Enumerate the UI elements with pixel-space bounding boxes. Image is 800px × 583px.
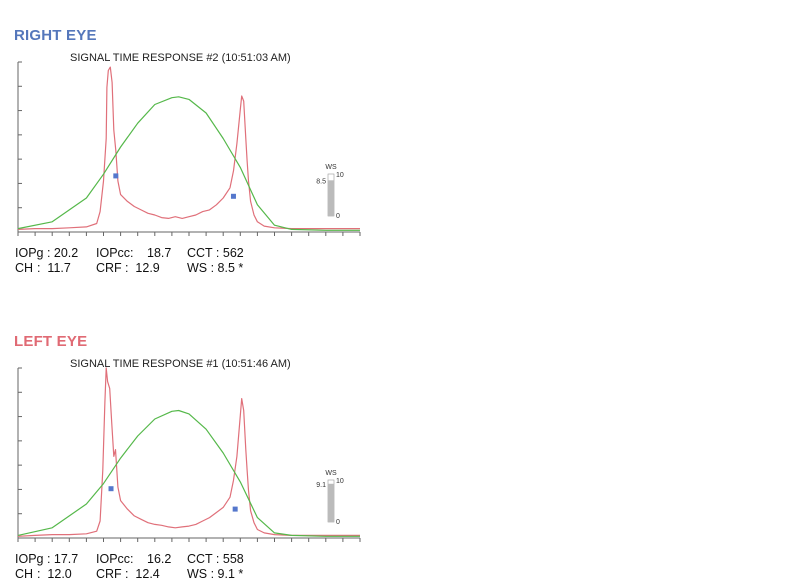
right-eye-cct: CCT : 562: [187, 246, 244, 260]
left-eye-ch-value: : 12.0: [37, 567, 72, 581]
right-eye-iopcc-value: 18.7: [147, 246, 172, 260]
right-ws-gauge-fill: [328, 180, 334, 216]
left-eye-title: LEFT EYE: [14, 333, 88, 350]
left-eye-crf-label: CRF: [96, 567, 122, 581]
right-ws-gauge-max: 10: [336, 172, 344, 179]
right-ws-gauge-value: 8.5: [316, 178, 326, 185]
left-applanation-marker-1: [108, 486, 114, 492]
right-eye-metrics: IOPg : 20.2 IOPcc: 18.7 CCT : 562 CH : 1…: [15, 246, 345, 276]
left-ws-gauge-label: WS: [325, 470, 337, 477]
right-eye-iopg: IOPg : 20.2: [15, 246, 79, 260]
left-applanation-signal-line: [17, 367, 360, 537]
left-eye-iopcc-value: 16.2: [147, 552, 172, 566]
right-applanation-signal-line: [17, 66, 360, 230]
left-ws-gauge-value: 9.1: [316, 482, 326, 489]
left-eye-crf-value: : 12.4: [125, 567, 160, 581]
right-eye-title: RIGHT EYE: [14, 27, 97, 44]
left-eye-chart-title: SIGNAL TIME RESPONSE #1 (10:51:46 AM): [70, 358, 291, 370]
left-ws-gauge-fill: [328, 483, 334, 522]
right-applanation-marker-2: [230, 193, 236, 199]
right-eye-ch-value: : 11.7: [37, 261, 71, 275]
left-eye-iopcc-label: IOPcc:: [96, 552, 134, 566]
right-ws-gauge-min: 0: [336, 213, 340, 220]
right-ws-gauge-label: WS: [325, 164, 337, 171]
left-eye-iopg: IOPg : 17.7: [15, 552, 79, 566]
right-eye-crf-label: CRF: [96, 261, 122, 275]
left-eye-cct: CCT : 558: [187, 552, 244, 566]
right-eye-iopcc-label: IOPcc:: [96, 246, 134, 260]
right-applanation-marker-1: [113, 173, 119, 179]
left-eye-metrics: IOPg : 17.7 IOPcc: 16.2 CCT : 558 CH : 1…: [15, 552, 345, 582]
right-eye-crf-value: : 12.9: [125, 261, 160, 275]
left-ws-gauge-min: 0: [336, 519, 340, 526]
left-pressure-line: [17, 409, 360, 537]
left-eye-ws: WS : 9.1 *: [187, 567, 244, 581]
right-eye-chart-title: SIGNAL TIME RESPONSE #2 (10:51:03 AM): [70, 52, 291, 64]
left-ws-gauge-max: 10: [336, 478, 344, 485]
right-pressure-line: [17, 96, 360, 231]
left-applanation-marker-2: [232, 506, 238, 512]
left-eye-ch-label: CH: [15, 567, 34, 581]
right-eye-ch-label: CH: [15, 261, 34, 275]
right-eye-ws: WS : 8.5 *: [187, 261, 244, 275]
